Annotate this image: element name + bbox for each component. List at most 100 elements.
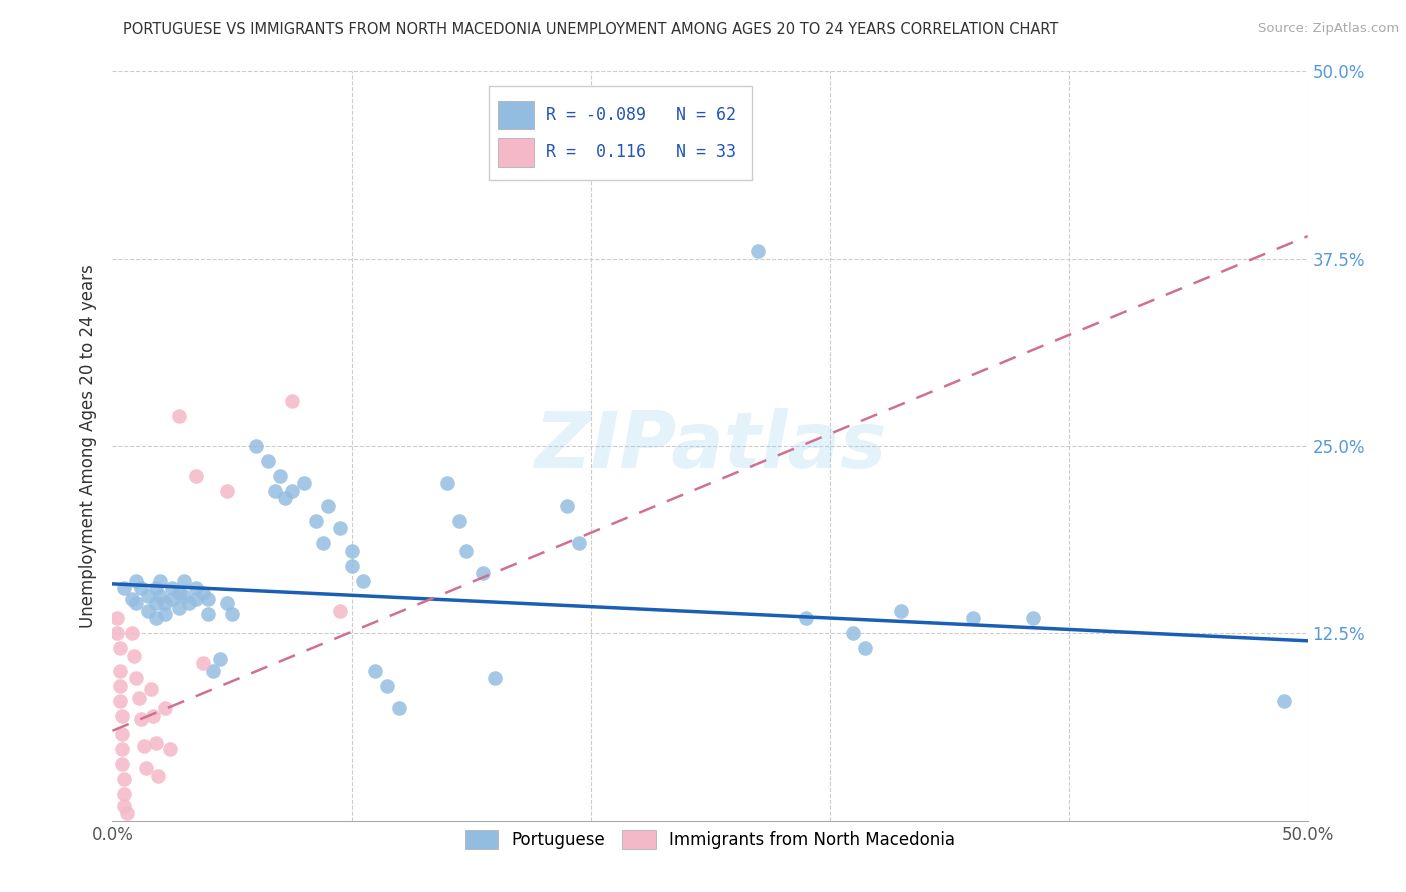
- Point: [201, 664, 224, 678]
- Point: [197, 591, 219, 606]
- Text: PORTUGUESE VS IMMIGRANTS FROM NORTH MACEDONIA UNEMPLOYMENT AMONG AGES 20 TO 24 Y: PORTUGUESE VS IMMIGRANTS FROM NORTH MACE…: [122, 22, 1059, 37]
- Point: [257, 454, 280, 468]
- Point: [111, 741, 134, 756]
- Point: [273, 491, 295, 506]
- Point: [281, 394, 304, 409]
- Legend: Portuguese, Immigrants from North Macedonia: Portuguese, Immigrants from North Macedo…: [457, 822, 963, 857]
- Point: [316, 499, 339, 513]
- Point: [145, 582, 167, 596]
- Point: [111, 727, 134, 741]
- Point: [890, 604, 912, 618]
- Point: [1272, 694, 1295, 708]
- Text: R = -0.089   N = 62: R = -0.089 N = 62: [547, 106, 737, 124]
- Point: [436, 476, 458, 491]
- Point: [340, 558, 363, 573]
- FancyBboxPatch shape: [499, 101, 534, 129]
- Point: [173, 589, 195, 603]
- Point: [159, 741, 181, 756]
- Text: ZIPatlas: ZIPatlas: [534, 408, 886, 484]
- Point: [329, 604, 352, 618]
- Point: [264, 483, 287, 498]
- Point: [153, 607, 176, 621]
- Point: [794, 611, 817, 625]
- Point: [149, 589, 172, 603]
- Point: [105, 626, 128, 640]
- Y-axis label: Unemployment Among Ages 20 to 24 years: Unemployment Among Ages 20 to 24 years: [79, 264, 97, 628]
- Point: [108, 641, 131, 656]
- Point: [364, 664, 387, 678]
- Point: [169, 409, 191, 423]
- Text: Source: ZipAtlas.com: Source: ZipAtlas.com: [1258, 22, 1399, 36]
- Point: [173, 574, 195, 588]
- Point: [177, 596, 200, 610]
- Point: [128, 690, 150, 705]
- Point: [125, 671, 148, 685]
- Point: [1022, 611, 1045, 625]
- Point: [135, 761, 157, 775]
- Point: [281, 483, 304, 498]
- Point: [138, 589, 160, 603]
- Point: [145, 736, 167, 750]
- Point: [388, 701, 411, 715]
- Point: [115, 806, 138, 821]
- Point: [162, 582, 183, 596]
- Point: [568, 536, 591, 550]
- Point: [146, 769, 169, 783]
- Point: [842, 626, 865, 640]
- Point: [153, 701, 176, 715]
- Point: [245, 439, 267, 453]
- FancyBboxPatch shape: [489, 87, 752, 180]
- Point: [138, 604, 160, 618]
- Point: [484, 671, 506, 685]
- Point: [139, 681, 162, 696]
- Point: [472, 566, 495, 581]
- Point: [186, 591, 208, 606]
- Point: [197, 607, 219, 621]
- Point: [162, 591, 183, 606]
- Point: [125, 596, 148, 610]
- Point: [111, 708, 134, 723]
- Text: R =  0.116   N = 33: R = 0.116 N = 33: [547, 144, 737, 161]
- Point: [269, 469, 291, 483]
- Point: [121, 626, 143, 640]
- Point: [121, 591, 143, 606]
- Point: [747, 244, 769, 259]
- Point: [555, 499, 578, 513]
- FancyBboxPatch shape: [499, 138, 534, 167]
- Point: [217, 483, 239, 498]
- Point: [456, 544, 478, 558]
- Point: [186, 469, 208, 483]
- Point: [153, 596, 176, 610]
- Point: [377, 679, 399, 693]
- Point: [111, 756, 134, 771]
- Point: [193, 657, 215, 671]
- Point: [169, 600, 191, 615]
- Point: [688, 146, 710, 161]
- Point: [114, 582, 135, 596]
- Point: [125, 574, 148, 588]
- Point: [108, 679, 131, 693]
- Point: [145, 611, 167, 625]
- Point: [292, 476, 315, 491]
- Point: [221, 607, 243, 621]
- Point: [312, 536, 335, 550]
- Point: [114, 798, 135, 813]
- Point: [149, 574, 172, 588]
- Point: [108, 664, 131, 678]
- Point: [855, 641, 877, 656]
- Point: [142, 708, 165, 723]
- Point: [114, 787, 135, 801]
- Point: [962, 611, 984, 625]
- Point: [129, 582, 152, 596]
- Point: [186, 582, 208, 596]
- Point: [105, 611, 128, 625]
- Point: [352, 574, 374, 588]
- Point: [122, 648, 145, 663]
- Point: [447, 514, 470, 528]
- Point: [108, 694, 131, 708]
- Point: [340, 544, 363, 558]
- Point: [305, 514, 328, 528]
- Point: [132, 739, 155, 753]
- Point: [114, 772, 135, 786]
- Point: [209, 652, 232, 666]
